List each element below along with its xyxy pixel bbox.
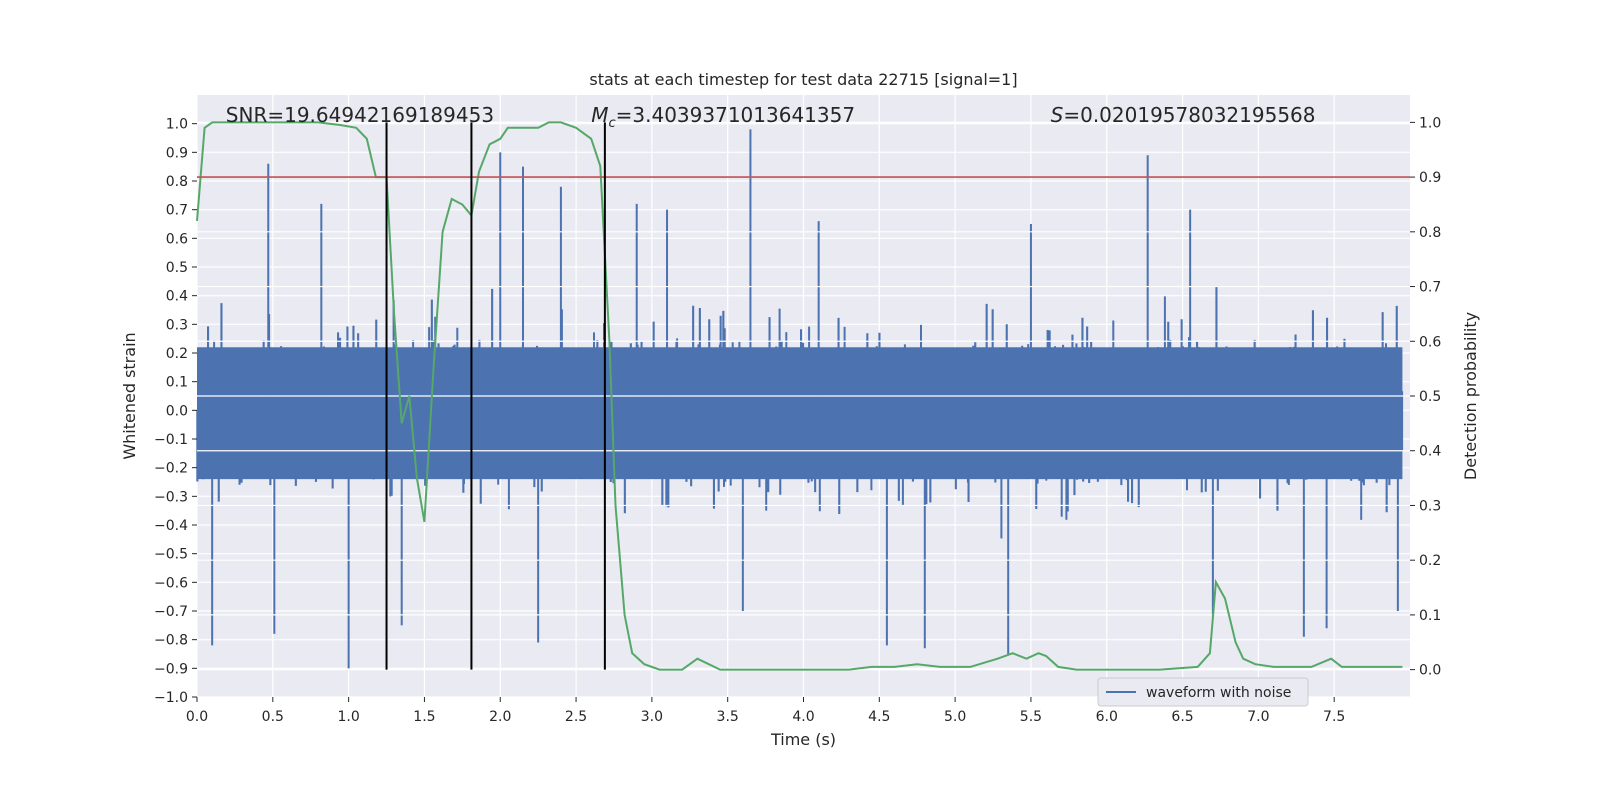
y-tick-label: −0.9: [154, 661, 188, 677]
x-tick-label: 3.5: [717, 709, 739, 725]
y-tick-label: −0.8: [154, 633, 188, 649]
y2-axis-label: Detection probability: [1461, 312, 1480, 480]
reference-lines: [197, 122, 1410, 670]
y-tick-label: 0.1: [166, 375, 188, 391]
y2-tick-label: 0.2: [1419, 553, 1441, 569]
s-value: =0.02019578032195568: [1063, 103, 1315, 127]
chirp-mass-annotation: Mc=3.4039371013641357: [591, 103, 855, 131]
y2-tick-label: 0.3: [1419, 498, 1441, 514]
x-tick-label: 6.5: [1171, 709, 1193, 725]
y-tick-label: 0.9: [166, 145, 188, 161]
x-tick-label: 4.0: [792, 709, 814, 725]
legend-entry-waveform: waveform with noise: [1146, 685, 1291, 701]
x-tick-label: 1.0: [337, 709, 359, 725]
y2-tick-label: 0.6: [1419, 334, 1441, 350]
x-tick-label: 5.5: [1020, 709, 1042, 725]
probability-line: [196, 121, 1403, 671]
s-symbol: S: [1051, 103, 1064, 127]
y-tick-label: 0.5: [166, 260, 188, 276]
x-tick-label: 2.5: [565, 709, 587, 725]
y2-tick-label: 1.0: [1419, 115, 1441, 131]
mc-value: =3.4039371013641357: [616, 103, 855, 127]
x-tick-label: 4.5: [868, 709, 890, 725]
y-tick-label: 0.8: [166, 174, 188, 190]
y2-tick-label: 0.4: [1419, 444, 1441, 460]
y2-tick-label: 0.1: [1419, 608, 1441, 624]
x-tick-label: 0.5: [262, 709, 284, 725]
x-tick-label: 0.0: [186, 709, 208, 725]
probability-series: [196, 121, 1410, 671]
y-tick-label: −0.4: [154, 518, 188, 534]
x-axis-label: Time (s): [770, 730, 836, 749]
y-axis-label: Whitened strain: [120, 332, 139, 459]
y-tick-label: −0.2: [154, 461, 188, 477]
y-tick-label: 0.0: [166, 403, 188, 419]
x-tick-label: 3.0: [641, 709, 663, 725]
y2-tick-label: 0.9: [1419, 170, 1441, 186]
y-tick-label: −0.7: [154, 604, 188, 620]
x-tick-label: 2.0: [489, 709, 511, 725]
y-tick-label: 0.6: [166, 231, 188, 247]
y2-tick-label: 0.0: [1419, 663, 1441, 679]
y-tick-label: −0.6: [154, 575, 188, 591]
y-tick-label: 0.3: [166, 317, 188, 333]
mc-symbol: M: [591, 103, 608, 127]
x-tick-label: 1.5: [413, 709, 435, 725]
legend-box: [1097, 677, 1309, 707]
y-tick-label: 0.4: [166, 289, 188, 305]
x-tick-label: 7.5: [1323, 709, 1345, 725]
y2-tick-label: 0.8: [1419, 225, 1441, 241]
legend: waveform with noise: [1097, 677, 1309, 707]
y-tick-label: 1.0: [166, 117, 188, 133]
y-tick-label: −1.0: [154, 690, 188, 706]
x-tick-label: 6.0: [1096, 709, 1118, 725]
x-tick-label: 7.0: [1247, 709, 1269, 725]
y-tick-label: 0.7: [166, 203, 188, 219]
y2-tick-label: 0.7: [1419, 280, 1441, 296]
y2-tick-label: 0.5: [1419, 389, 1441, 405]
x-tick-label: 5.0: [944, 709, 966, 725]
chart-title: stats at each timestep for test data 227…: [589, 70, 1017, 89]
s-annotation: S=0.02019578032195568: [1051, 103, 1316, 127]
mc-subscript: c: [608, 116, 615, 131]
y-tick-label: 0.2: [166, 346, 188, 362]
waveform-core-band: [197, 347, 1403, 480]
y-tick-label: −0.1: [154, 432, 188, 448]
snr-annotation: SNR=19.64942169189453: [226, 103, 494, 127]
axes: 0.0 0.5 1.0 1.5 2.0 2.5 3.0 3.5 4.0 4.5 5.0 5.5 6.0 6…: [154, 115, 1441, 725]
y-tick-label: −0.3: [154, 489, 188, 505]
y-tick-label: −0.5: [154, 547, 188, 563]
